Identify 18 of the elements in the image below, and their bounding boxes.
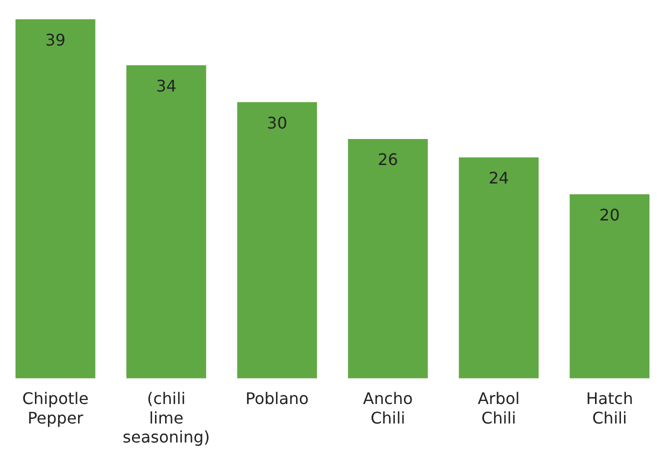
x-tick-label: Arbol Chili bbox=[478, 389, 520, 428]
data-label: 39 bbox=[45, 30, 66, 50]
data-label: 26 bbox=[378, 150, 398, 170]
bar bbox=[126, 65, 206, 378]
data-label: 20 bbox=[599, 205, 620, 224]
bar bbox=[458, 157, 539, 378]
bar bbox=[16, 19, 96, 378]
bar bbox=[237, 102, 317, 378]
x-tick-label: Poblano bbox=[245, 389, 309, 408]
bar bbox=[570, 194, 650, 378]
x-tick-label: Ancho Chili bbox=[363, 389, 413, 428]
x-tick-label: Hatch Chili bbox=[586, 389, 634, 428]
x-tick-label: (chili lime seasoning) bbox=[122, 389, 210, 447]
data-label: 24 bbox=[488, 168, 509, 188]
data-label: 30 bbox=[266, 113, 288, 132]
x-tick-label: Chipotle Pepper bbox=[22, 389, 89, 428]
data-label: 34 bbox=[156, 76, 176, 96]
bar bbox=[348, 138, 428, 378]
